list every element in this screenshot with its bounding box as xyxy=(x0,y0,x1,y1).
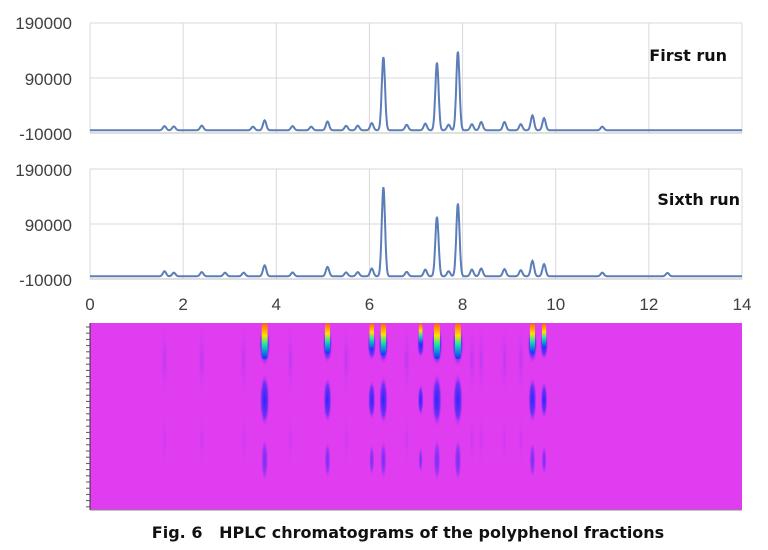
y-tick-label: 90000 xyxy=(25,70,72,89)
contour-peak xyxy=(433,323,440,359)
contour-streak xyxy=(477,322,486,398)
contour-lower-band xyxy=(380,440,387,480)
contour-streak xyxy=(403,410,410,470)
contour-axis-ticks xyxy=(86,326,90,508)
contour-lower-band xyxy=(540,380,548,420)
contour-peak xyxy=(261,323,268,359)
x-tick-label: 2 xyxy=(178,295,187,314)
contour-lower-band xyxy=(529,441,536,479)
grid-lines xyxy=(89,168,743,280)
run-label: Sixth run xyxy=(657,190,740,209)
contour-streak xyxy=(478,410,485,470)
x-tick-label: 6 xyxy=(365,295,374,314)
x-tick-label: 4 xyxy=(272,295,281,314)
y-axis-labels: 190000 90000 -10000 xyxy=(15,161,72,290)
x-tick-label: 8 xyxy=(458,295,467,314)
contour-lower-band xyxy=(417,383,424,417)
figure-canvas: 190000 90000 -10000 First run 190000 900… xyxy=(15,14,751,511)
contour-background xyxy=(90,323,742,510)
grid-lines xyxy=(89,22,743,134)
contour-streak xyxy=(287,410,294,470)
contour-peak xyxy=(324,323,331,354)
contour-streak xyxy=(402,322,411,398)
contour-lower-band xyxy=(259,372,270,428)
contour-streak xyxy=(286,322,295,398)
contour-lower-band xyxy=(369,443,375,477)
chromatogram-line xyxy=(90,186,742,278)
contour-peak xyxy=(541,323,547,349)
contour-streak xyxy=(517,410,524,470)
contour-streak xyxy=(240,410,247,470)
y-tick-label: 90000 xyxy=(25,216,72,235)
contour-lower-band xyxy=(324,441,331,479)
contour-streak xyxy=(343,410,350,470)
y-tick-label: -10000 xyxy=(19,125,72,144)
contour-lower-band xyxy=(261,438,269,482)
contour-lower-band xyxy=(454,438,462,482)
contour-lower-band xyxy=(452,372,463,428)
contour-streak xyxy=(501,410,508,470)
contour-streak xyxy=(160,322,169,398)
contour-lower-band xyxy=(368,379,376,421)
contour-lower-band xyxy=(418,446,423,474)
contour-lower-band xyxy=(528,376,537,424)
figure-caption: Fig. 6 HPLC chromatograms of the polyphe… xyxy=(151,523,665,542)
contour-peak xyxy=(369,323,375,350)
contour-lower-band xyxy=(431,372,442,428)
contour-lower-band xyxy=(541,444,547,476)
contour-peak xyxy=(380,323,387,356)
contour-bands xyxy=(160,322,549,482)
contour-streak xyxy=(239,322,248,398)
chromatogram-line xyxy=(90,51,742,132)
y-tick-label: 190000 xyxy=(15,14,72,33)
contour-streak xyxy=(468,410,475,470)
y-axis-labels: 190000 90000 -10000 xyxy=(15,14,72,144)
contour-streak xyxy=(342,322,351,398)
x-tick-label: 12 xyxy=(639,295,658,314)
contour-peak xyxy=(454,323,461,359)
contour-streak xyxy=(161,410,168,470)
x-axis-labels: 0 2 4 6 8 10 12 14 xyxy=(85,295,751,314)
chart-first-run: 190000 90000 -10000 First run xyxy=(15,14,743,144)
contour-lower-band xyxy=(323,376,332,424)
y-tick-label: -10000 xyxy=(19,271,72,290)
contour-lower-band xyxy=(378,374,388,426)
contour-streak xyxy=(500,322,509,398)
x-tick-label: 0 xyxy=(85,295,94,314)
contour-streak xyxy=(467,322,476,398)
x-tick-label: 10 xyxy=(546,295,565,314)
chart-sixth-run: 190000 90000 -10000 Sixth run 0 2 4 6 8 10 12 1… xyxy=(15,161,751,314)
chart-3d-contour xyxy=(86,322,742,511)
x-tick-label: 14 xyxy=(733,295,752,314)
contour-lower-band xyxy=(433,438,441,482)
contour-peak xyxy=(418,323,423,345)
contour-streak xyxy=(197,322,206,398)
contour-streak xyxy=(516,322,525,398)
y-tick-label: 190000 xyxy=(15,161,72,180)
contour-peak xyxy=(529,323,535,354)
run-label: First run xyxy=(649,46,727,65)
contour-streak xyxy=(198,410,205,470)
